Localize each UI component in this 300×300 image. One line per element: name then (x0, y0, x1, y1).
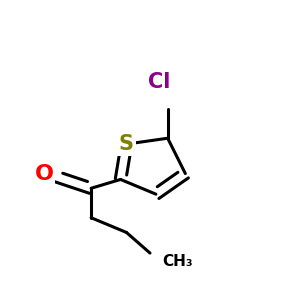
Text: O: O (34, 164, 53, 184)
Text: Cl: Cl (148, 72, 170, 92)
Text: CH₃: CH₃ (162, 254, 192, 269)
Text: S: S (119, 134, 134, 154)
